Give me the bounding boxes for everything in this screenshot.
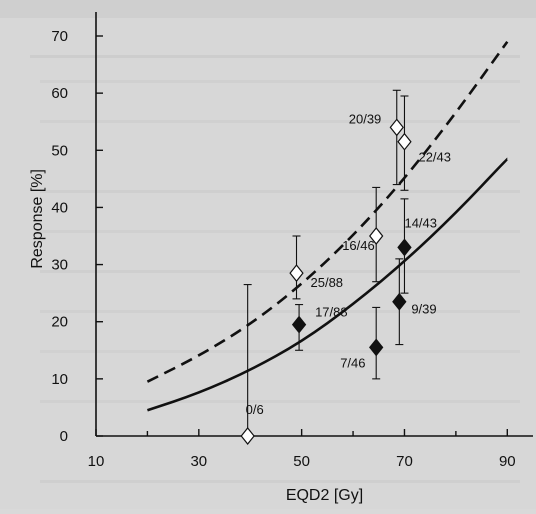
x-tick-label: 30: [190, 453, 207, 470]
x-axis-label: EQD2 [Gy]: [286, 487, 363, 504]
filled-diamond-point: [291, 315, 307, 334]
y-axis-label: Response [%]: [29, 169, 46, 269]
data-label: 16/46: [342, 238, 375, 253]
x-tick-label: 50: [293, 453, 310, 470]
open-diamond-point: [369, 227, 384, 245]
data-label: 17/88: [315, 305, 348, 320]
x-tick-label: 90: [499, 453, 516, 470]
solid-fit-curve: [147, 157, 509, 412]
dashed-fit-curve: [146, 40, 509, 383]
x-tick-label: 10: [88, 453, 105, 470]
data-label: 0/6: [246, 402, 264, 417]
open-diamond-point: [397, 132, 412, 151]
y-tick-label: 0: [60, 428, 68, 445]
y-tick-label: 70: [51, 28, 68, 45]
y-tick-label: 20: [51, 314, 68, 331]
open-diamond-point: [240, 427, 255, 445]
filled-diamond-point: [369, 338, 384, 357]
filled-diamond-point: [397, 238, 412, 257]
y-tick-label: 40: [51, 199, 68, 216]
data-label: 7/46: [340, 355, 365, 370]
y-tick-label: 60: [51, 85, 68, 102]
data-label: 9/39: [411, 302, 436, 317]
y-tick-label: 10: [51, 371, 68, 388]
x-tick-label: 70: [396, 453, 413, 470]
y-tick-label: 30: [51, 257, 68, 274]
open-diamond-point: [289, 264, 304, 283]
open-diamond-point: [389, 118, 404, 137]
data-label: 20/39: [349, 111, 382, 126]
data-label: 14/43: [404, 215, 437, 230]
data-label: 22/43: [418, 150, 451, 165]
y-tick-label: 50: [51, 142, 68, 159]
filled-diamond-point: [392, 292, 407, 311]
data-label: 25/88: [311, 275, 344, 290]
